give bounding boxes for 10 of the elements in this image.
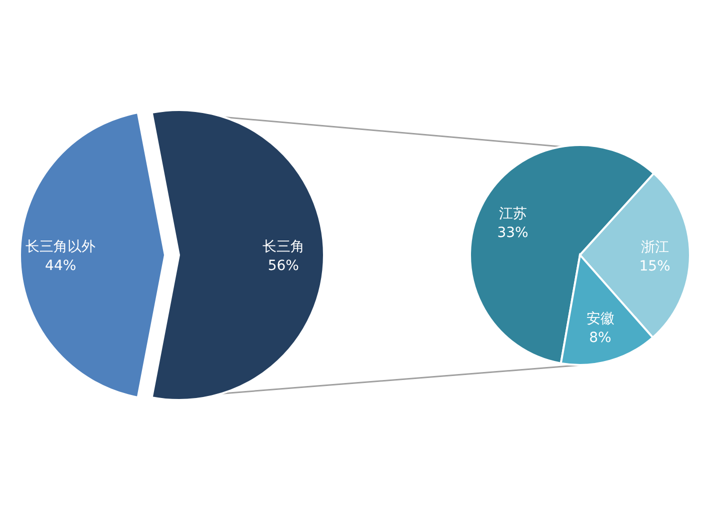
- slice-label: 长三角: [262, 239, 304, 255]
- data-label: 8%: [589, 330, 612, 346]
- data-label: 15%: [639, 258, 670, 274]
- data-label: 44%: [45, 258, 76, 274]
- slice-label: 浙江: [640, 239, 669, 256]
- data-label: 33%: [497, 225, 528, 242]
- slice-label: 江苏: [498, 206, 527, 222]
- slice-label: 安徽: [586, 311, 614, 328]
- data-label: 56%: [268, 258, 299, 274]
- slice-label: 长三角以外: [26, 239, 96, 255]
